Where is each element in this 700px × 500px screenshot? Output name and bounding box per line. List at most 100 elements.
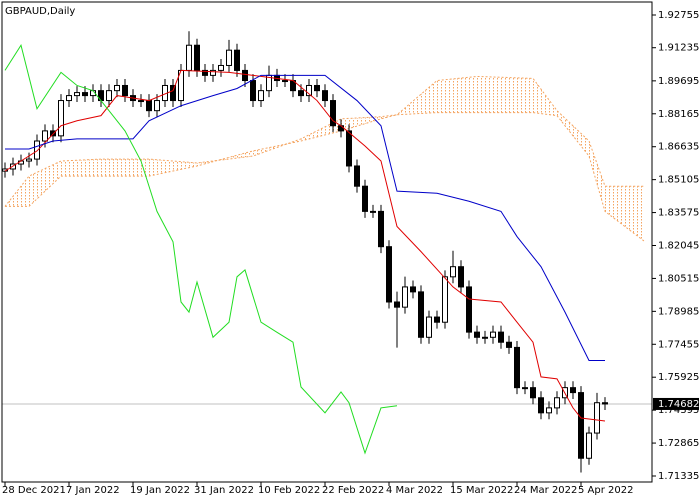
candle-body <box>586 432 592 459</box>
candle-body <box>338 125 344 132</box>
candle-body <box>250 80 256 102</box>
candle-body <box>594 402 600 434</box>
candle-body <box>122 84 128 97</box>
candle-body <box>578 392 584 459</box>
y-tick-label: 1.72865 <box>658 438 699 449</box>
candle-body <box>458 266 464 288</box>
candle-body <box>170 84 176 102</box>
candle-body <box>466 286 472 333</box>
candle-body <box>282 80 288 83</box>
indicator-line <box>4 69 606 422</box>
candle-body <box>370 210 376 213</box>
candle-body <box>234 49 240 71</box>
y-tick-label: 1.82045 <box>658 240 699 251</box>
candle-body <box>42 130 48 142</box>
candle-body <box>58 100 64 137</box>
candle-body <box>26 158 32 162</box>
y-tick-label: 1.85105 <box>658 175 699 186</box>
candle-body <box>442 276 448 323</box>
candle-body <box>530 387 536 399</box>
y-tick-label: 1.78985 <box>658 306 699 317</box>
x-tick-label: 7 Jan 2022 <box>66 485 120 496</box>
x-tick-label: 10 Feb 2022 <box>258 485 320 496</box>
candle-body <box>554 397 560 409</box>
candle-body <box>306 84 312 97</box>
candle-body <box>386 246 392 303</box>
candle-body <box>74 92 80 97</box>
x-tick-label: 15 Mar 2022 <box>450 485 513 496</box>
candle-body <box>570 387 576 394</box>
candle-body <box>426 316 432 338</box>
candle-body <box>314 84 320 92</box>
candle-body <box>330 100 336 127</box>
x-tick-label: 31 Jan 2022 <box>194 485 254 496</box>
candle-body <box>50 130 56 137</box>
candle-body <box>242 69 248 82</box>
candle-body <box>474 331 480 338</box>
y-tick-label: 1.83575 <box>658 208 699 219</box>
candle-body <box>410 286 416 293</box>
candle-body <box>546 407 552 414</box>
candle-body <box>114 84 120 92</box>
y-tick-label: 1.86635 <box>658 142 699 153</box>
x-tick-label: 24 Mar 2022 <box>514 485 577 496</box>
candle-body <box>226 49 232 66</box>
candle-body <box>66 95 72 102</box>
candle-body <box>82 92 88 97</box>
y-tick-label: 1.74395 <box>658 405 699 416</box>
candle-body <box>298 90 304 97</box>
x-tick-label: 28 Dec 2021 <box>2 485 66 496</box>
plot-area <box>2 31 652 473</box>
indicator-line <box>4 43 398 455</box>
candle-body <box>138 100 144 103</box>
cloud-fill <box>5 76 645 242</box>
price-label-box <box>653 397 699 410</box>
x-tick-label: 4 Mar 2022 <box>386 485 443 496</box>
y-tick-label: 1.80515 <box>658 273 699 284</box>
candle-body <box>186 44 192 71</box>
candle-body <box>522 387 528 390</box>
candle-body <box>450 266 456 278</box>
candle-body <box>362 185 368 212</box>
candle-body <box>538 397 544 414</box>
chart-title: GBPAUD,Daily <box>5 6 75 17</box>
y-tick-label: 1.75925 <box>658 372 699 383</box>
candle-body <box>394 301 400 308</box>
candle-body <box>194 44 200 71</box>
candle-body <box>402 286 408 308</box>
x-tick-label: 22 Feb 2022 <box>322 485 384 496</box>
candle-body <box>346 130 352 167</box>
candle-body <box>218 64 224 71</box>
candle-body <box>490 331 496 338</box>
candle-body <box>434 316 440 323</box>
indicator-line <box>5 74 605 362</box>
candle-body <box>354 165 360 187</box>
candle-body <box>154 100 160 112</box>
candle-body <box>146 100 152 112</box>
x-tick-label: 19 Jan 2022 <box>130 485 190 496</box>
y-tick-label: 1.71335 <box>658 471 699 482</box>
x-tick-label: 5 Apr 2022 <box>578 485 633 496</box>
candle-body <box>378 210 384 248</box>
candle-body <box>34 140 40 160</box>
candle-body <box>106 90 112 102</box>
candle-body <box>202 69 208 76</box>
candle-body <box>482 336 488 339</box>
candle-body <box>506 341 512 348</box>
y-tick-label: 1.91235 <box>658 43 699 54</box>
candle-body <box>602 402 608 405</box>
cloud-span <box>5 112 646 243</box>
candle-body <box>258 90 264 102</box>
candle-body <box>498 331 504 343</box>
candle-body <box>210 69 216 76</box>
price-label: 1.74682 <box>658 399 699 410</box>
y-tick-label: 1.88165 <box>658 109 699 120</box>
y-tick-label: 1.89695 <box>658 76 699 87</box>
y-tick-label: 1.77455 <box>658 339 699 350</box>
y-tick-label: 1.92755 <box>658 10 699 21</box>
candle-body <box>514 346 520 389</box>
candle-body <box>322 90 328 102</box>
candle-body <box>418 291 424 338</box>
plot-frame <box>1 1 653 483</box>
